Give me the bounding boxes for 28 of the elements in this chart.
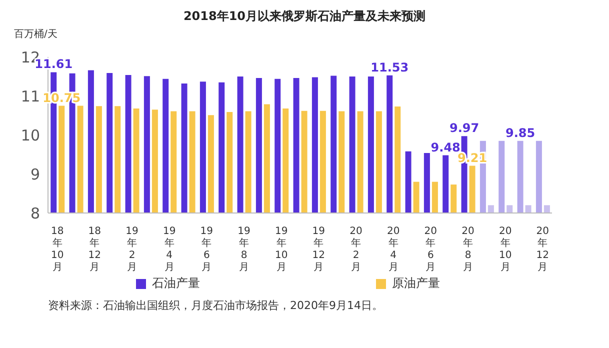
chart-title: 2018年10月以来俄罗斯石油产量及未来预测 bbox=[182, 8, 427, 25]
y-tick-label: 8 bbox=[30, 204, 40, 222]
x-tick-label: 19年10月 bbox=[274, 226, 288, 273]
data-label: 11.61 bbox=[34, 57, 73, 72]
x-tick-label: 20年4月 bbox=[386, 226, 400, 273]
legend-label: 原油产量 bbox=[391, 275, 440, 292]
x-tick-label: 18年10月 bbox=[50, 226, 64, 273]
data-label: 9.97 bbox=[449, 121, 480, 136]
y-tick-label: 11 bbox=[20, 87, 40, 106]
x-tick-label: 18年12月 bbox=[88, 226, 102, 273]
x-tick-label: 19年12月 bbox=[312, 226, 326, 273]
x-tick-label: 19年2月 bbox=[126, 226, 138, 273]
x-tick-label: 20年8月 bbox=[462, 226, 474, 273]
data-label: 9.85 bbox=[505, 126, 536, 140]
legend-label: 石油产量 bbox=[151, 275, 200, 292]
x-tick-label: 19年8月 bbox=[238, 226, 250, 273]
y-axis-title: 百万桶/天 bbox=[14, 28, 58, 41]
x-tick-label: 19年4月 bbox=[162, 226, 176, 273]
x-tick-label: 20年6月 bbox=[424, 226, 438, 273]
x-tick-label: 20年10月 bbox=[498, 226, 512, 273]
data-label: 11.53 bbox=[370, 60, 409, 74]
x-tick-label: 20年2月 bbox=[350, 226, 362, 273]
y-tick-label: 9 bbox=[30, 165, 40, 184]
x-tick-label: 20年12月 bbox=[536, 226, 550, 273]
y-tick-label: 10 bbox=[20, 126, 40, 144]
data-label: 9.48 bbox=[430, 140, 460, 154]
text: 资料来源：石油输出国组织，月度石油市场报告，2020年9月14日。 bbox=[48, 298, 384, 313]
x-tick-label: 19年6月 bbox=[200, 226, 214, 273]
